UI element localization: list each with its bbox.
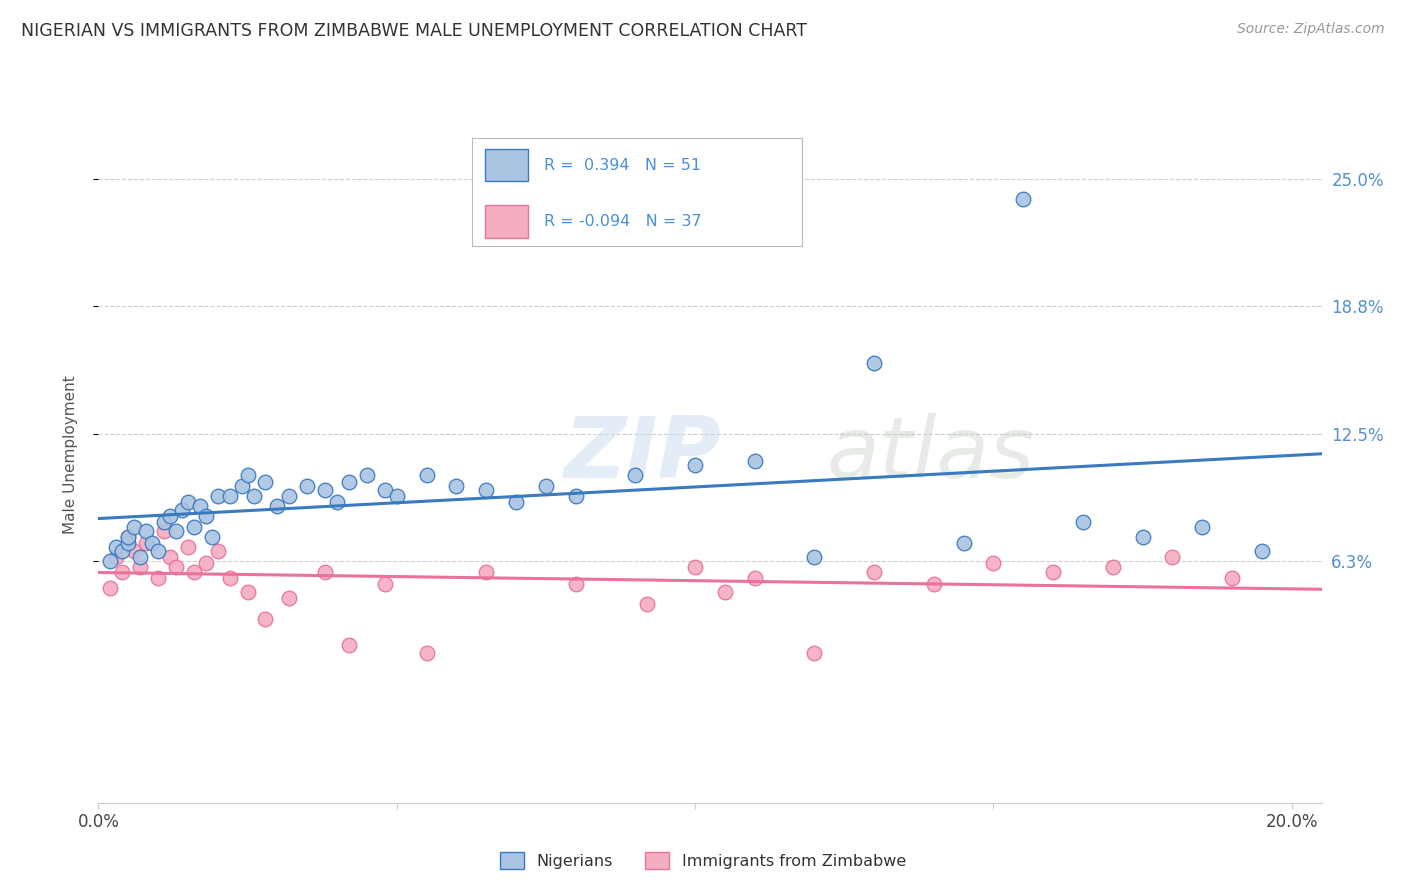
Text: NIGERIAN VS IMMIGRANTS FROM ZIMBABWE MALE UNEMPLOYMENT CORRELATION CHART: NIGERIAN VS IMMIGRANTS FROM ZIMBABWE MAL… [21, 22, 807, 40]
Point [744, 454, 766, 468]
Point [475, 483, 498, 497]
Point [278, 591, 301, 606]
Text: atlas: atlas [827, 413, 1035, 497]
Point [170, 503, 193, 517]
Point [803, 550, 825, 565]
Point [207, 544, 229, 558]
Point [194, 509, 217, 524]
Point [165, 560, 187, 574]
Point [337, 638, 360, 652]
Point [141, 536, 163, 550]
Point [266, 499, 288, 513]
Point [194, 557, 217, 571]
Point [218, 571, 240, 585]
Point [952, 536, 974, 550]
Point [636, 597, 658, 611]
Point [231, 478, 253, 492]
Point [111, 544, 134, 558]
Point [207, 489, 229, 503]
Point [1161, 550, 1184, 565]
Point [326, 495, 349, 509]
Point [146, 571, 169, 585]
Point [135, 536, 157, 550]
Text: Source: ZipAtlas.com: Source: ZipAtlas.com [1237, 22, 1385, 37]
Point [242, 489, 264, 503]
Point [565, 489, 588, 503]
Point [624, 468, 647, 483]
Point [165, 524, 187, 538]
Point [236, 468, 259, 483]
Point [714, 585, 737, 599]
Point [505, 495, 527, 509]
Point [922, 577, 945, 591]
Point [1071, 516, 1094, 530]
Point [278, 489, 301, 503]
Point [1042, 565, 1064, 579]
Point [129, 560, 152, 574]
Point [534, 478, 557, 492]
Point [744, 571, 766, 585]
Point [122, 544, 145, 558]
Point [254, 475, 277, 489]
Point [117, 536, 139, 550]
Point [183, 519, 205, 533]
Point [565, 577, 588, 591]
Point [1220, 571, 1243, 585]
Legend: Nigerians, Immigrants from Zimbabwe: Nigerians, Immigrants from Zimbabwe [494, 846, 912, 875]
Point [153, 524, 176, 538]
Point [863, 565, 886, 579]
Point [385, 489, 408, 503]
Point [415, 647, 437, 661]
Point [105, 540, 128, 554]
Point [314, 565, 336, 579]
Point [98, 581, 121, 595]
Point [105, 550, 128, 565]
Point [356, 468, 378, 483]
Point [188, 499, 211, 513]
Point [146, 544, 169, 558]
Point [446, 478, 468, 492]
Point [183, 565, 205, 579]
Point [1132, 530, 1154, 544]
Point [236, 585, 259, 599]
Point [683, 560, 706, 574]
Point [117, 530, 139, 544]
Point [254, 612, 277, 626]
Point [1191, 519, 1213, 533]
Point [314, 483, 336, 497]
Point [475, 565, 498, 579]
Point [297, 478, 319, 492]
Point [337, 475, 360, 489]
Point [98, 554, 121, 568]
Point [129, 550, 152, 565]
Point [122, 519, 145, 533]
Point [1251, 544, 1274, 558]
Point [1012, 192, 1035, 206]
Point [159, 509, 181, 524]
Point [803, 647, 825, 661]
Text: ZIP: ZIP [564, 413, 721, 497]
Point [111, 565, 134, 579]
Point [159, 550, 181, 565]
Point [415, 468, 437, 483]
Point [683, 458, 706, 472]
Point [983, 557, 1005, 571]
Point [177, 495, 200, 509]
Point [177, 540, 200, 554]
Point [201, 530, 224, 544]
Point [153, 516, 176, 530]
Point [374, 577, 396, 591]
Point [135, 524, 157, 538]
Point [218, 489, 240, 503]
Point [117, 530, 139, 544]
Point [1101, 560, 1123, 574]
Y-axis label: Male Unemployment: Male Unemployment [63, 376, 77, 534]
Point [863, 356, 886, 370]
Point [374, 483, 396, 497]
